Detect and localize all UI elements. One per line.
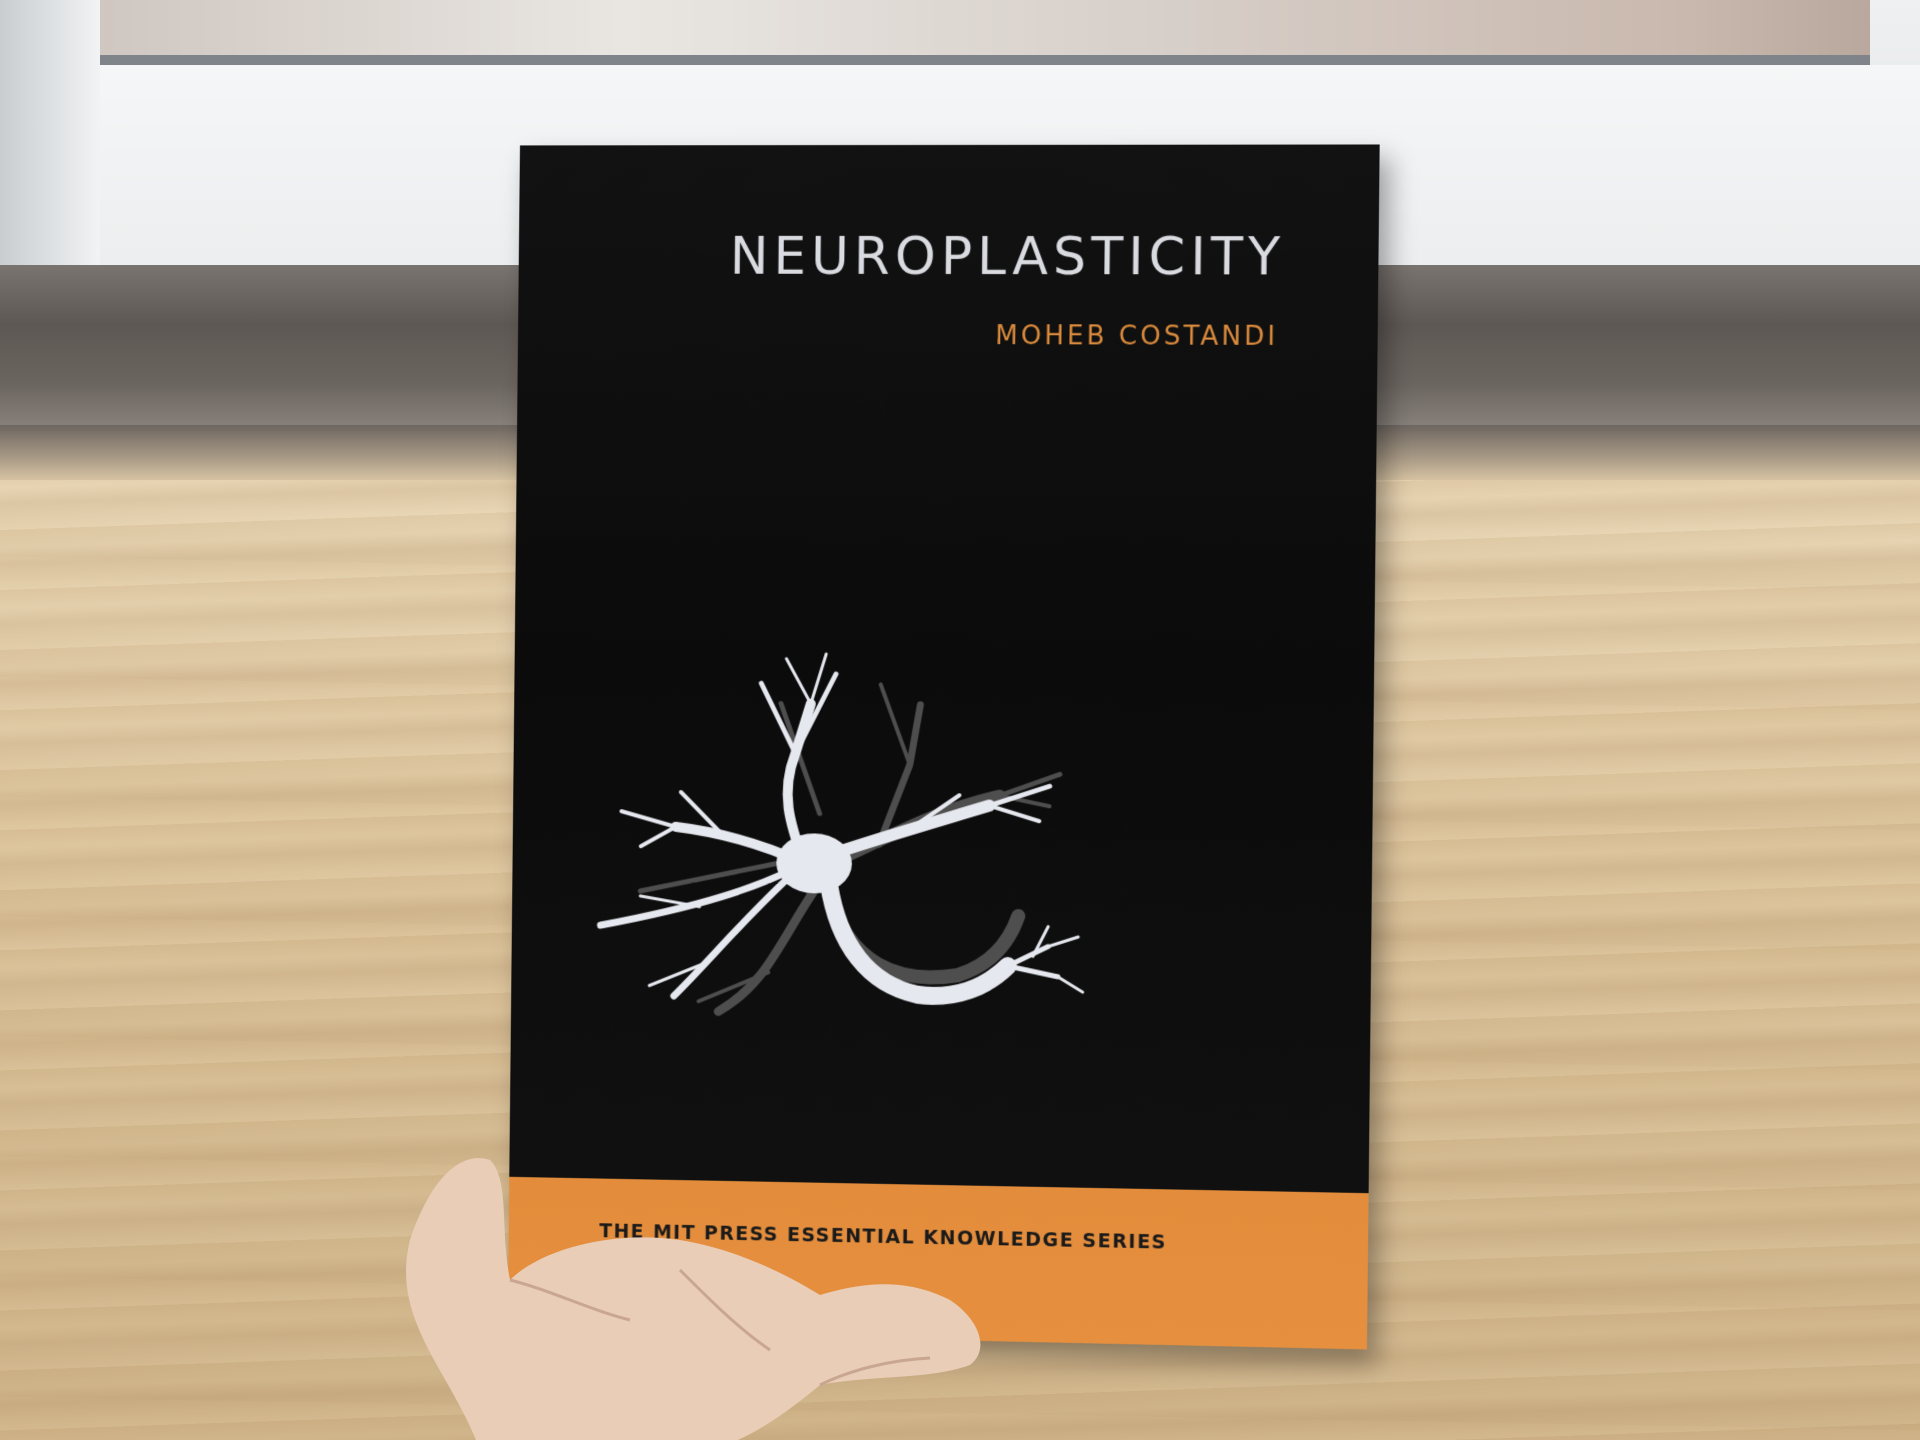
neuron-icon	[579, 642, 1141, 1078]
window-glass	[90, 0, 1870, 65]
cover-black-area: NEUROPLASTICITY MOHEB COSTANDI	[509, 144, 1379, 1193]
hand-icon	[350, 1120, 1110, 1440]
book-author: MOHEB COSTANDI	[995, 321, 1278, 352]
book-title: NEUROPLASTICITY	[730, 227, 1286, 288]
